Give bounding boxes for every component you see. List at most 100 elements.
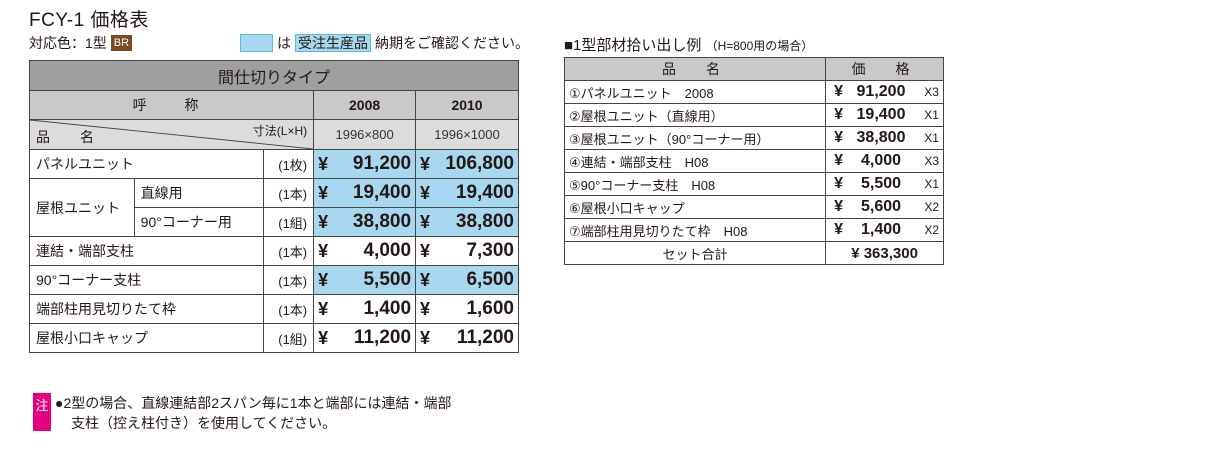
pickup-item-name: ②屋根ユニット（直線用） [563, 103, 827, 127]
legend-chip: 受注生産品 [295, 34, 371, 52]
price-2010: ¥1,600 [415, 294, 519, 324]
yen-sign: ¥ [420, 327, 431, 348]
price-value: 38,800 [352, 211, 412, 232]
price-2008: ¥38,800 [313, 207, 417, 237]
price-value: 91,200 [352, 153, 412, 174]
table-row: パネルユニット (1枚) ¥91,200 ¥106,800 [28, 149, 519, 179]
hinmei-size-header: 品 名 寸法(L×H) [28, 119, 315, 150]
yen-sign: ¥ [318, 298, 329, 319]
product-name: 端部柱用見切りたて枠 [28, 294, 265, 324]
yen-sign: ¥ [318, 153, 329, 174]
pickup-item-price: ¥4,000 X3 [825, 149, 944, 173]
yen-sign: ¥ [834, 106, 844, 123]
yen-sign: ¥ [834, 83, 844, 100]
quantity: X1 [924, 177, 939, 191]
product-unit: (1枚) [263, 149, 315, 179]
price-2010: ¥38,800 [415, 207, 519, 237]
price-value: 6,500 [466, 269, 514, 290]
pickup-item-price: ¥19,400 X1 [825, 103, 944, 127]
yen-sign: ¥ [834, 175, 844, 192]
product-unit: (1組) [263, 323, 315, 353]
total-label: セット合計 [563, 241, 827, 265]
pickup-title-text: ■1型部材拾い出し例 [564, 37, 702, 54]
product-name: 90°コーナー支柱 [28, 265, 265, 295]
size-label: 寸法(L×H) [252, 124, 308, 138]
yobi-label: 呼 称 [28, 90, 315, 120]
price-2010: ¥7,300 [415, 236, 519, 266]
col-size-2010: 1996×1000 [415, 119, 519, 150]
price-value: 1,600 [466, 298, 514, 319]
pickup-item-name: ⑦端部柱用見切りたて枠 H08 [563, 218, 827, 242]
quantity: X1 [924, 108, 939, 122]
yen-sign: ¥ [834, 198, 844, 215]
note-line-1: ●2型の場合、直線連結部2スパン毎に1本と端部には連結・端部 [55, 395, 452, 411]
product-subname: 90°コーナー用 [133, 207, 265, 237]
price-value: 5,500 [860, 175, 902, 192]
pickup-item-name: ⑤90°コーナー支柱 H08 [563, 172, 827, 196]
price-value: 4,000 [860, 152, 902, 169]
total-row: セット合計 ¥ 363,300 [563, 241, 944, 265]
pickup-note: （H=800用の場合） [705, 39, 814, 53]
product-name: 屋根ユニット [29, 178, 135, 237]
quantity: X3 [924, 154, 939, 168]
legend: は 受注生産品 納期をご確認ください。 [240, 33, 529, 53]
col-code-2010: 2010 [415, 90, 519, 120]
yen-sign: ¥ [420, 182, 431, 203]
pickup-item-name: ④連結・端部支柱 H08 [563, 149, 827, 173]
col-size-2008: 1996×800 [313, 119, 417, 150]
product-unit: (1本) [263, 294, 315, 324]
legend-text: 納期をご確認ください。 [375, 35, 529, 51]
hinmei-label: 品 名 [36, 129, 102, 145]
price-value: 1,400 [860, 221, 902, 238]
type-title: 間仕切りタイプ [29, 60, 519, 91]
price-value: 91,200 [856, 83, 906, 100]
pickup-item-price: ¥1,400 X2 [825, 218, 944, 242]
pickup-item-name: ③屋根ユニット（90°コーナー用） [563, 126, 827, 150]
price-2008: ¥91,200 [313, 149, 417, 179]
quantity: X3 [924, 85, 939, 99]
price-value: 19,400 [455, 182, 514, 203]
price-2010: ¥11,200 [415, 323, 519, 353]
quantity: X2 [924, 200, 939, 214]
pickup-item-price: ¥5,500 X1 [825, 172, 944, 196]
table-row: 屋根ユニット 直線用 (1本) ¥19,400 ¥19,400 [29, 178, 519, 237]
pickup-title: ■1型部材拾い出し例 （H=800用の場合） [564, 34, 813, 55]
price-2008: ¥4,000 [313, 236, 417, 266]
price-value: 11,200 [353, 327, 412, 348]
price-value: 1,400 [363, 298, 412, 319]
yen-sign: ¥ [318, 182, 329, 203]
color-label: 対応色：1型 [29, 35, 107, 51]
product-subname: 直線用 [133, 178, 265, 208]
price-value: 11,200 [456, 327, 514, 348]
pickup-col-price: 価 格 [825, 57, 944, 81]
yen-sign: ¥ [420, 211, 431, 232]
note: 注 ●2型の場合、直線連結部2スパン毎に1本と端部には連結・端部 支柱（控え柱付… [33, 393, 452, 433]
yen-sign: ¥ [318, 327, 329, 348]
pickup-item-price: ¥5,600 X2 [825, 195, 944, 219]
price-value: 38,800 [856, 129, 906, 146]
yen-sign: ¥ [420, 269, 431, 290]
price-2008: ¥19,400 [313, 178, 417, 208]
product-name: パネルユニット [28, 149, 265, 179]
pickup-item-name: ①パネルユニット 2008 [563, 80, 827, 104]
table-row: 連結・端部支柱 (1本) ¥4,000 ¥7,300 [28, 236, 519, 266]
product-unit: (1本) [263, 178, 315, 208]
pickup-item-name: ⑥屋根小口キャップ [563, 195, 827, 219]
yen-sign: ¥ [318, 211, 329, 232]
product-unit: (1組) [263, 207, 315, 237]
price-value: 106,800 [445, 153, 514, 174]
table-row: 90°コーナー支柱 (1本) ¥5,500 ¥6,500 [28, 265, 519, 295]
quantity: X2 [924, 223, 939, 237]
price-value: 4,000 [363, 240, 412, 261]
yen-sign: ¥ [834, 152, 844, 169]
yen-sign: ¥ [420, 240, 431, 261]
table-row: ⑥屋根小口キャップ ¥5,600 X2 [563, 195, 944, 219]
color-badge: BR [110, 35, 133, 51]
yen-sign: ¥ [318, 240, 329, 261]
pickup-col-name: 品 名 [563, 57, 827, 81]
price-value: 7,300 [466, 240, 514, 261]
col-code-2008: 2008 [313, 90, 417, 120]
table-row: ④連結・端部支柱 H08 ¥4,000 X3 [563, 149, 944, 173]
yen-sign: ¥ [420, 153, 431, 174]
total-value: ¥ 363,300 [825, 241, 944, 265]
